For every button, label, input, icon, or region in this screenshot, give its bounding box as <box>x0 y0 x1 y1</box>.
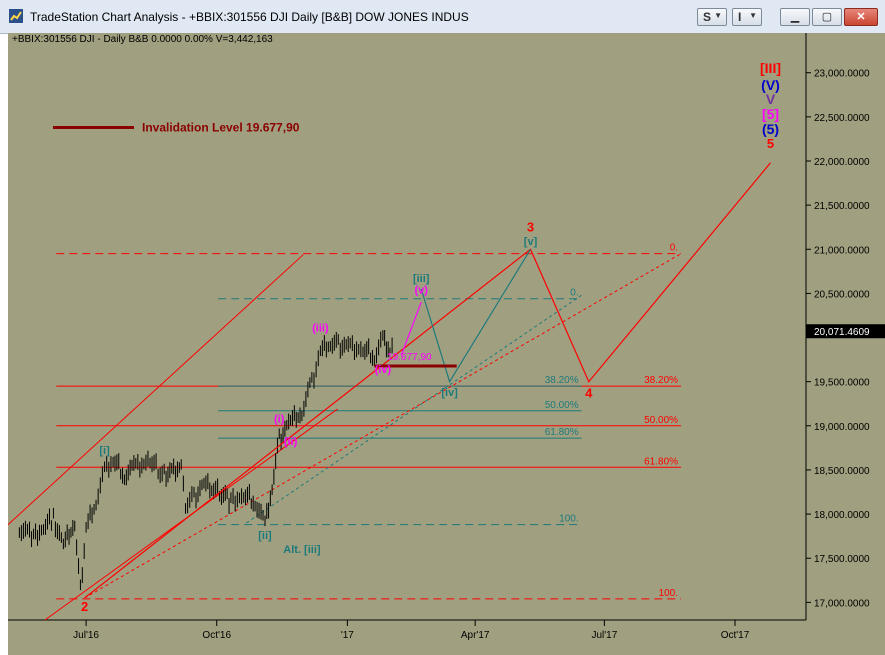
x-tick-label: Oct'17 <box>721 630 750 641</box>
wave-degree-label: (V) <box>761 77 780 93</box>
wave-label: (iii) <box>312 322 329 334</box>
red-trend-dashed-line <box>84 253 682 599</box>
symbol-menu-button[interactable]: S ▼ <box>697 8 727 26</box>
tradestation-app-icon <box>9 9 23 23</box>
x-tick-label: Oct'16 <box>202 630 231 641</box>
y-tick-label: 22,000.0000 <box>814 157 870 168</box>
wave-label: [iv] <box>441 387 458 399</box>
y-tick-label: 20,500.0000 <box>814 289 870 300</box>
x-tick-label: Apr'17 <box>461 630 490 641</box>
magenta-v-line <box>400 301 422 356</box>
red-fib-label: 50.00% <box>644 415 678 426</box>
wave-degree-label: [III] <box>760 60 781 76</box>
symbol-info-line: +BBIX:301556 DJI - Daily B&B 0.0000 0.00… <box>12 34 273 45</box>
teal-trend-dashed-line <box>246 294 582 524</box>
y-tick-label: 22,500.0000 <box>814 113 870 124</box>
chart-svg[interactable]: 23,000.0000 22,500.0000 22,000.0000 21,500.… <box>8 33 885 655</box>
channel-upper-line <box>8 254 304 526</box>
y-tick-label: 21,500.0000 <box>814 201 870 212</box>
y-tick-label: 19,500.0000 <box>814 378 870 389</box>
y-tick-label: 19,000.0000 <box>814 422 870 433</box>
wave-label: [i] <box>99 445 110 457</box>
interval-menu-label: I <box>738 10 742 24</box>
interval-menu-button[interactable]: I ▼ <box>732 8 762 26</box>
close-icon: ✕ <box>856 11 866 23</box>
dropdown-arrow-icon: ▼ <box>749 11 757 20</box>
wave-label: (iv) <box>375 364 392 376</box>
wave-label: [v] <box>524 236 538 248</box>
window-title: TradeStation Chart Analysis - +BBIX:3015… <box>30 10 469 24</box>
wave-degree-label: V <box>766 91 776 107</box>
wave-degree-label: [5] <box>762 106 779 122</box>
red-fib-label: 0. <box>670 243 678 254</box>
red-fib-label: 61.80% <box>644 456 678 467</box>
y-tick-label: 21,000.0000 <box>814 245 870 256</box>
invalidation-value-label: 19.677,90 <box>387 352 432 363</box>
symbol-menu-label: S <box>703 10 712 24</box>
teal-fib-label: 38.20% <box>545 375 579 386</box>
wave-label: 3 <box>527 220 534 235</box>
red-fib-label: 38.20% <box>644 375 678 386</box>
wave-label: 2 <box>81 599 88 614</box>
close-button[interactable]: ✕ <box>844 8 878 26</box>
teal-fib-label: 100. <box>559 514 578 525</box>
plot-background <box>8 33 806 620</box>
maximize-icon: ▢ <box>821 11 833 23</box>
last-price-label: 20,071.4609 <box>814 327 870 338</box>
teal-fib-label: 50.00% <box>545 400 579 411</box>
maximize-button[interactable]: ▢ <box>812 8 842 26</box>
primary-red-line <box>84 162 771 599</box>
price-axis-panel <box>806 33 885 655</box>
wave-label: 4 <box>585 386 593 401</box>
wave-label: 5 <box>767 136 774 151</box>
last-price-tag <box>806 324 885 339</box>
wave-label: (v) <box>414 284 428 296</box>
wave-label: (i) <box>274 413 285 425</box>
chart-area[interactable]: 23,000.0000 22,500.0000 22,000.0000 21,500.… <box>8 33 885 655</box>
y-tick-label: 17,000.0000 <box>814 598 870 609</box>
minimize-icon: ▁ <box>790 11 800 23</box>
y-tick-label: 18,000.0000 <box>814 510 870 521</box>
title-bar: TradeStation Chart Analysis - +BBIX:3015… <box>0 0 885 34</box>
wave-degree-label: (5) <box>762 121 779 137</box>
wave-label: (ii) <box>284 436 298 448</box>
wave-label: [iii] <box>413 273 430 285</box>
x-tick-label: Jul'16 <box>73 630 99 641</box>
teal-fib-label: 61.80% <box>545 427 579 438</box>
y-tick-label: 18,500.0000 <box>814 466 870 477</box>
x-tick-label: Jul'17 <box>591 630 617 641</box>
dropdown-arrow-icon: ▼ <box>714 11 722 20</box>
teal-fib-label: 0. <box>570 288 578 299</box>
wave-label: Alt. [iii] <box>283 544 321 556</box>
red-fib-label: 100. <box>659 588 678 599</box>
x-tick-label: '17 <box>341 630 354 641</box>
wave-label: [ii] <box>258 530 272 542</box>
y-tick-label: 17,500.0000 <box>814 554 870 565</box>
y-tick-label: 23,000.0000 <box>814 69 870 80</box>
minimize-button[interactable]: ▁ <box>780 8 810 26</box>
invalidation-legend-label: Invalidation Level 19.677,90 <box>142 120 300 134</box>
teal-path-line <box>420 248 532 384</box>
